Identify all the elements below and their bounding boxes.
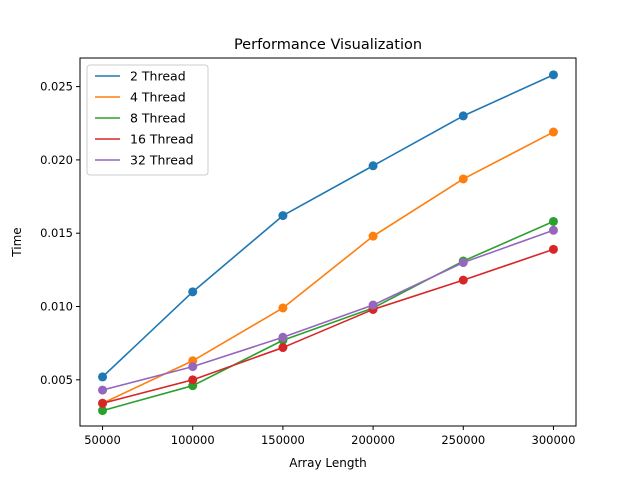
legend-entry: 4 Thread <box>95 90 186 105</box>
legend-entry: 2 Thread <box>95 69 186 84</box>
legend-label: 2 Thread <box>130 69 186 84</box>
data-point <box>548 244 558 254</box>
series-line <box>101 229 555 392</box>
legend-label: 4 Thread <box>130 90 186 105</box>
x-tick-label: 100000 <box>171 433 215 447</box>
data-point <box>98 385 108 395</box>
x-axis-label: Array Length <box>289 456 367 470</box>
legend-label: 8 Thread <box>130 111 186 126</box>
data-point <box>278 332 288 342</box>
x-tick-label: 200000 <box>351 433 395 447</box>
x-tick-label: 300000 <box>532 433 576 447</box>
y-tick-label: 0.010 <box>40 300 73 314</box>
y-tick-label: 0.015 <box>40 226 73 240</box>
series-line <box>101 130 555 405</box>
series-1 <box>98 70 558 382</box>
legend-entry: 8 Thread <box>95 111 186 126</box>
data-point <box>368 231 378 241</box>
series-line <box>101 73 555 379</box>
series-layer <box>98 70 558 416</box>
x-tick-label: 250000 <box>441 433 485 447</box>
y-tick-label: 0.025 <box>40 80 73 94</box>
series-5 <box>98 225 558 395</box>
legend-label: 32 Thread <box>130 153 194 168</box>
legend-entry: 32 Thread <box>95 153 194 168</box>
data-point <box>548 225 558 235</box>
y-tick-label: 0.005 <box>40 373 73 387</box>
data-point <box>98 398 108 408</box>
x-tick-label: 50000 <box>84 433 121 447</box>
y-tick-label: 0.020 <box>40 153 73 167</box>
data-point <box>458 111 468 121</box>
axes-layer: 50000 100000 150000 200000 250000 300000 0.005… <box>40 57 577 447</box>
data-point <box>458 258 468 268</box>
data-point <box>188 375 198 385</box>
data-point <box>278 343 288 353</box>
y-axis-label: Time <box>10 227 24 257</box>
data-point <box>188 287 198 297</box>
data-point <box>368 161 378 171</box>
chart-title: Performance Visualization <box>234 37 422 53</box>
data-point <box>278 303 288 313</box>
series-line <box>101 248 555 405</box>
data-point <box>278 211 288 221</box>
data-point <box>188 362 198 372</box>
legend-entry: 16 Thread <box>95 132 194 147</box>
data-point <box>548 127 558 137</box>
axes-frame <box>79 57 577 427</box>
data-point <box>98 406 108 416</box>
series-3 <box>98 216 558 416</box>
data-point <box>458 174 468 184</box>
legend-box <box>86 64 209 176</box>
legend: 2 Thread 4 Thread 8 Thread 16 Thread 32 Thre… <box>86 64 209 176</box>
data-point <box>368 300 378 310</box>
data-point <box>458 275 468 285</box>
data-point <box>98 372 108 382</box>
data-point <box>548 70 558 80</box>
x-tick-label: 150000 <box>261 433 305 447</box>
series-line <box>101 220 555 412</box>
legend-label: 16 Thread <box>130 132 194 147</box>
data-point <box>548 216 558 226</box>
